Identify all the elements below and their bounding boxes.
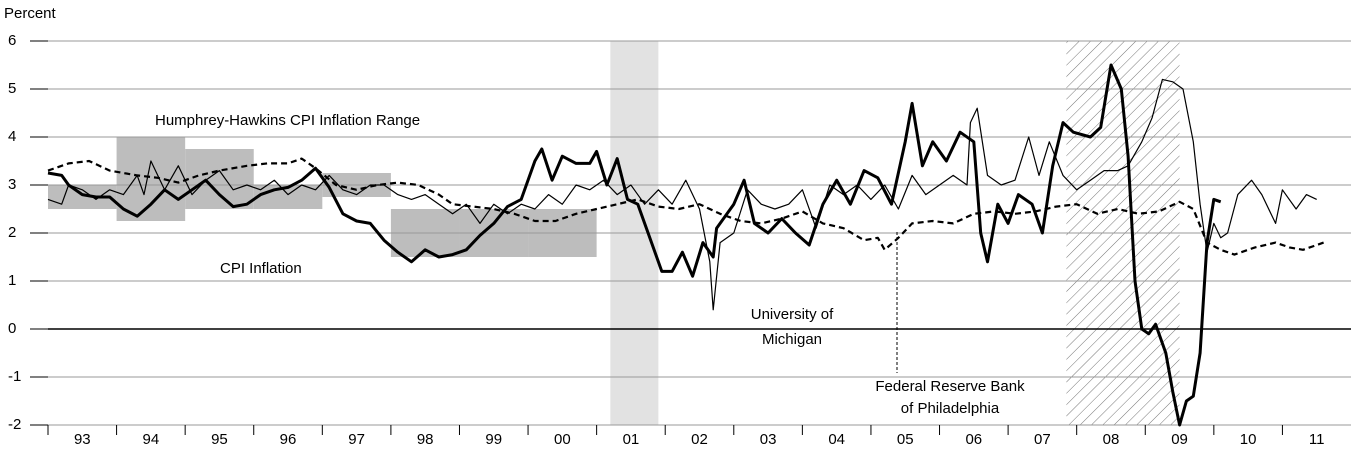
annotation: CPI Inflation (220, 260, 302, 277)
series-layer (47, 63, 1324, 427)
series-line (47, 157, 1324, 256)
y-tick-label: 6 (8, 32, 16, 49)
annotation: Humphrey-Hawkins CPI Inflation Range (155, 112, 420, 129)
target-range (253, 185, 323, 209)
x-tick-label: 00 (554, 431, 571, 448)
x-tick-label: 96 (280, 431, 297, 448)
y-tick-label: 1 (8, 272, 16, 289)
annotation: Michigan (762, 331, 822, 348)
x-tick-label: 06 (965, 431, 982, 448)
x-tick-label: 99 (485, 431, 502, 448)
x-tick-label: 08 (1103, 431, 1120, 448)
x-tick-label: 10 (1240, 431, 1257, 448)
x-tick-label: 03 (760, 431, 777, 448)
y-tick-label: 3 (8, 176, 16, 193)
x-tick-label: 07 (1034, 431, 1051, 448)
y-tick-label: 5 (8, 80, 16, 97)
annotation: Federal Reserve Bank (875, 378, 1025, 395)
x-tick-label: 93 (74, 431, 91, 448)
x-tick-label: 97 (348, 431, 365, 448)
y-tick-label: 4 (8, 128, 16, 145)
y-tick-label: -1 (8, 368, 21, 385)
x-tick-label: 11 (1309, 431, 1325, 448)
x-tick-label: 94 (143, 431, 160, 448)
x-tick-label: 95 (211, 431, 228, 448)
annotation: of Philadelphia (901, 400, 1000, 417)
y-axis-label: Percent (4, 5, 57, 22)
y-tick-label: 0 (8, 320, 16, 337)
label-layer: Percent Humphrey-Hawkins CPI Inflation R… (4, 5, 1324, 448)
x-tick-label: 04 (828, 431, 845, 448)
target-range (185, 149, 254, 209)
x-tick-label: 98 (417, 431, 434, 448)
y-tick-label: -2 (8, 416, 21, 433)
x-tick-label: 09 (1171, 431, 1188, 448)
annotation: University of (751, 306, 834, 323)
x-tick-label: 01 (623, 431, 640, 448)
y-tick-label: 2 (8, 224, 16, 241)
x-tick-label: 05 (897, 431, 914, 448)
series-line (47, 63, 1222, 427)
series-line (47, 78, 1317, 311)
target-range (116, 137, 186, 221)
x-tick-label: 02 (691, 431, 708, 448)
